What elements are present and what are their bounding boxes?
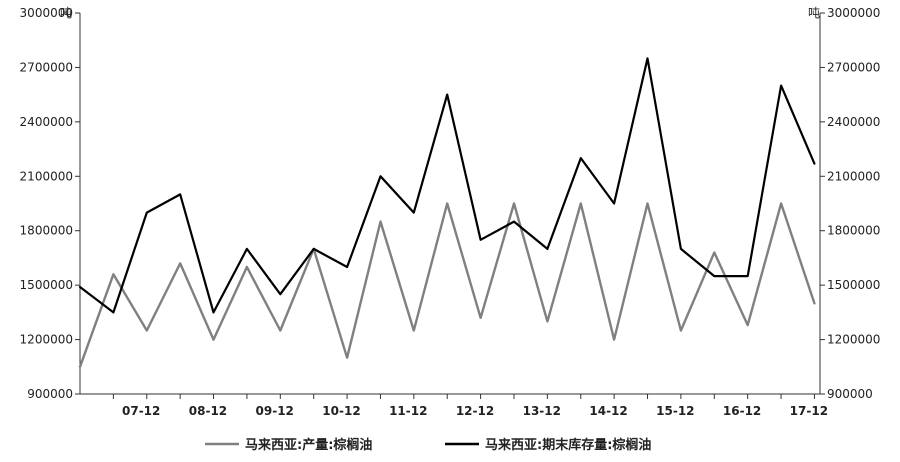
right-y-tick-label: 1200000 [827,333,880,347]
x-tick-label: 12-12 [456,404,494,418]
right-axis-unit-label: 吨 [808,6,820,20]
left-y-tick-label: 1800000 [20,224,73,238]
right-y-tick-label: 2100000 [827,169,880,183]
series-line-1 [78,57,816,314]
right-y-tick-label: 1500000 [827,278,880,292]
x-tick-label: 07-12 [122,404,160,418]
left-y-tick-label: 1200000 [20,333,73,347]
legend-label-1: 马来西亚:期末库存量:棕榈油 [485,437,651,453]
right-y-tick-label: 2700000 [827,60,880,74]
x-ticks: 07-12 08-12 09-12 10-12 11-12 12-12 13-12 14-12… [112,394,828,418]
right-y-tick-label: 3000000 [827,6,880,20]
x-tick-label: 14-12 [589,404,627,418]
left-y-tick-label: 900000 [27,387,73,401]
left-y-tick-label: 1500000 [20,278,73,292]
x-tick-label: 09-12 [256,404,294,418]
x-tick-label: 15-12 [656,404,694,418]
left-y-tick-label: 2100000 [20,169,73,183]
x-tick-label: 16-12 [723,404,761,418]
x-tick-label: 08-12 [189,404,227,418]
left-y-tick-label: 2700000 [20,60,73,74]
axes-layer [79,13,821,395]
x-tick-label: 10-12 [322,404,360,418]
series-line-0 [78,202,816,368]
legend-label-0: 马来西亚:产量:棕榈油 [245,437,372,453]
legend: 马来西亚:产量:棕榈油 马来西亚:期末库存量:棕榈油 [205,437,651,453]
x-tick-label: 11-12 [389,404,427,418]
right-y-tick-label: 1800000 [827,224,880,238]
series-layer [78,57,816,368]
right-y-tick-label: 900000 [827,387,873,401]
left-y-ticks: 900000 1200000 1500000 1800000 2100000 240000… [20,6,80,401]
x-tick-label: 17-12 [790,404,828,418]
right-y-ticks: 900000 1200000 1500000 1800000 2100000 240000… [820,6,880,401]
left-y-tick-label: 2400000 [20,115,73,129]
left-y-tick-label: 3000000 [20,6,73,20]
right-y-tick-label: 2400000 [827,115,880,129]
left-axis-unit-label: 吨 [60,6,72,20]
x-tick-label: 13-12 [523,404,561,418]
